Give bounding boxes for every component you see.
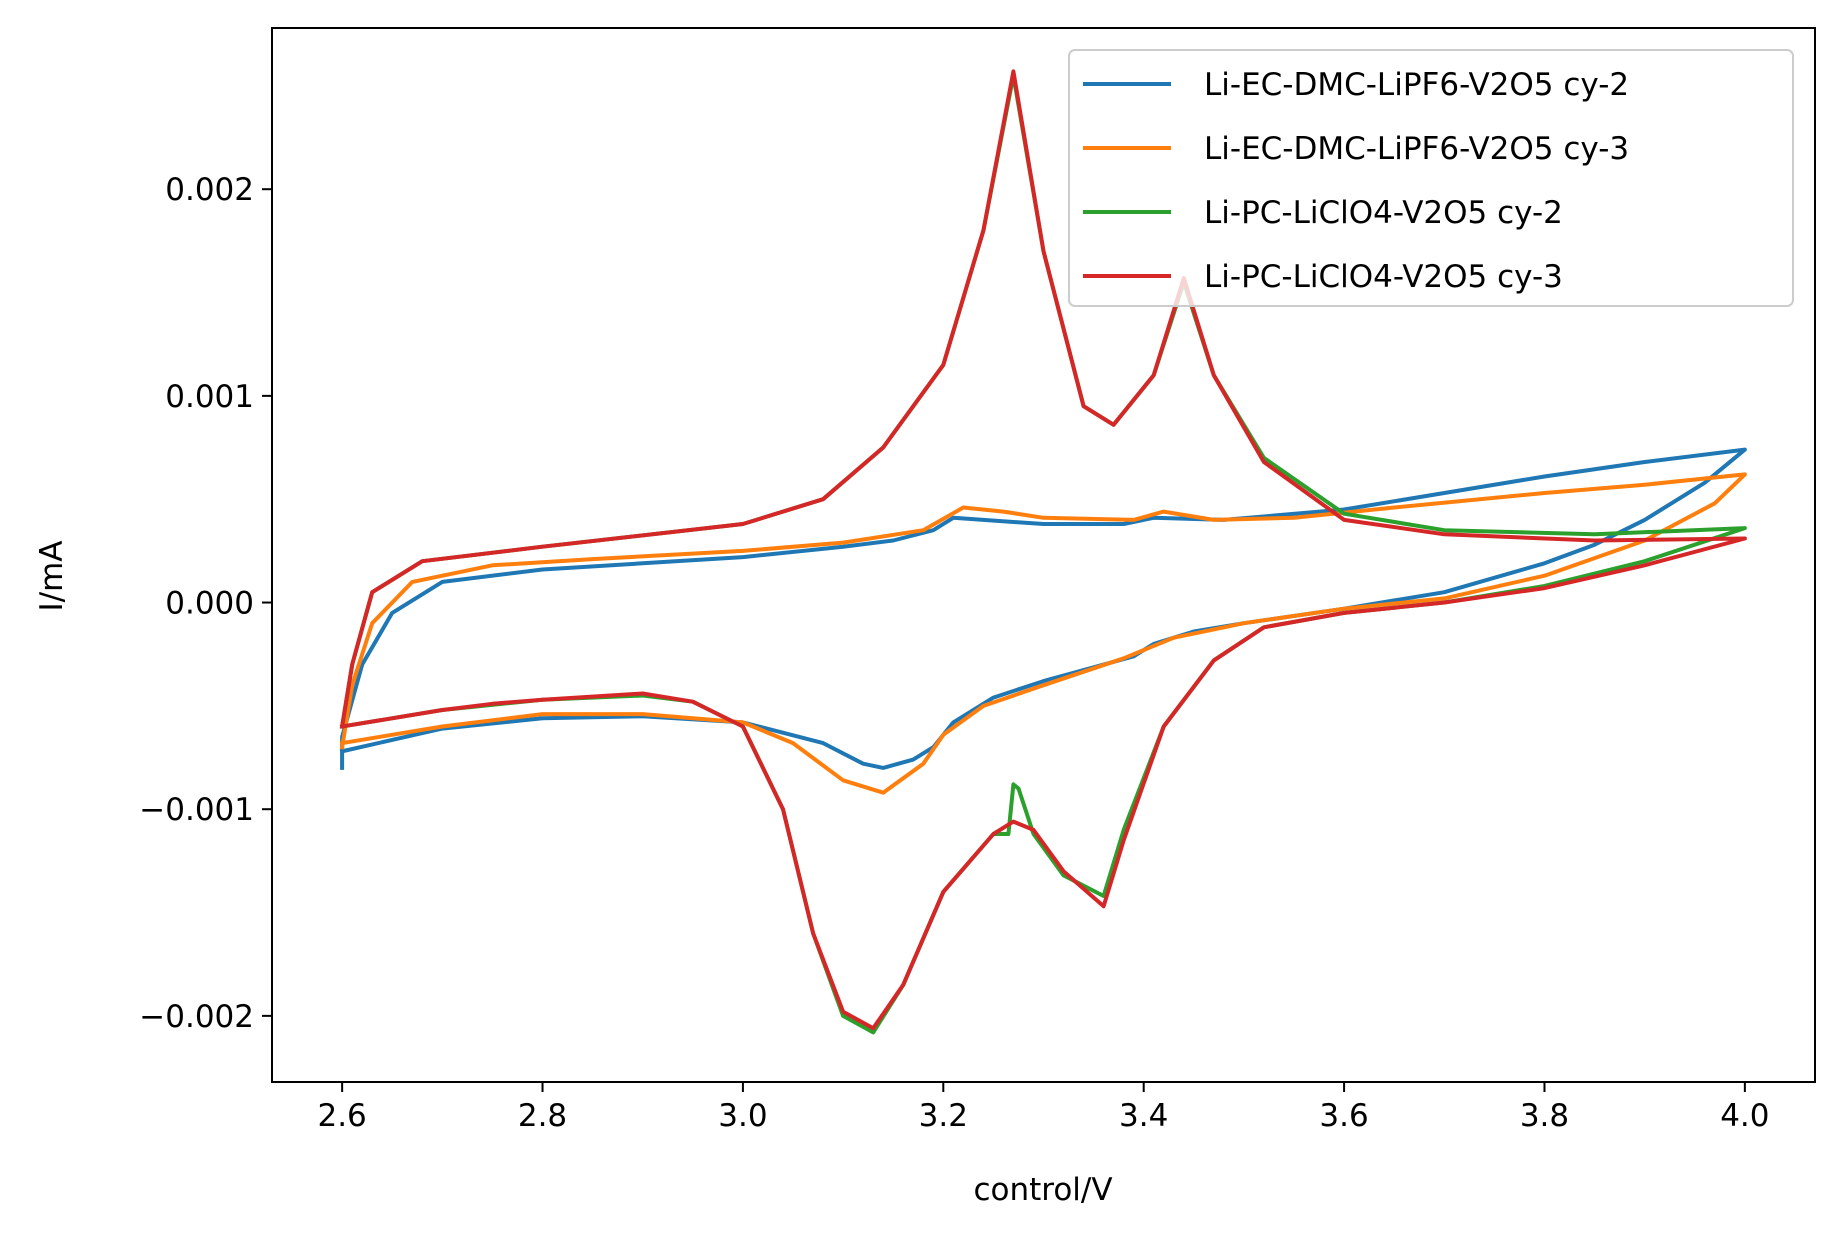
x-tick-label: 4.0	[1720, 1098, 1769, 1134]
legend-label: Li-EC-DMC-LiPF6-V2O5 cy-3	[1204, 131, 1629, 167]
x-axis-label: control/V	[973, 1172, 1112, 1208]
legend-label: Li-PC-LiClO4-V2O5 cy-3	[1204, 259, 1563, 295]
y-tick-label: 0.001	[165, 379, 254, 415]
x-tick-label: 3.4	[1119, 1098, 1168, 1134]
y-axis-label: I/mA	[34, 541, 70, 612]
series-line-4	[339, 69, 1747, 1031]
y-tick-label: 0.000	[165, 586, 254, 622]
y-axis: −0.002 −0.001 0.000 0.001 0.002	[139, 172, 272, 1035]
x-tick-label: 3.6	[1319, 1098, 1368, 1134]
x-axis: 2.6 2.8 3.0 3.2 3.4 3.6 3.8 4.0	[317, 1082, 1770, 1134]
series-layer	[339, 69, 1747, 1035]
y-tick-label: −0.001	[139, 792, 254, 828]
x-tick-label: 3.2	[919, 1098, 968, 1134]
y-tick-label: 0.002	[165, 172, 254, 208]
legend-box	[1068, 49, 1794, 307]
legend-label: Li-EC-DMC-LiPF6-V2O5 cy-2	[1204, 67, 1629, 103]
x-tick-label: 2.8	[518, 1098, 567, 1134]
x-tick-label: 3.8	[1520, 1098, 1569, 1134]
series-line-2	[339, 472, 1747, 795]
x-tick-label: 2.6	[317, 1098, 366, 1134]
legend: Li-EC-DMC-LiPF6-V2O5 cy-2 Li-EC-DMC-LiPF6…	[1068, 49, 1794, 307]
plot-frame	[271, 27, 1816, 1083]
series-line-1	[339, 447, 1747, 770]
y-tick-label: −0.002	[139, 999, 254, 1035]
legend-label: Li-PC-LiClO4-V2O5 cy-2	[1204, 195, 1563, 231]
x-tick-label: 3.0	[718, 1098, 767, 1134]
